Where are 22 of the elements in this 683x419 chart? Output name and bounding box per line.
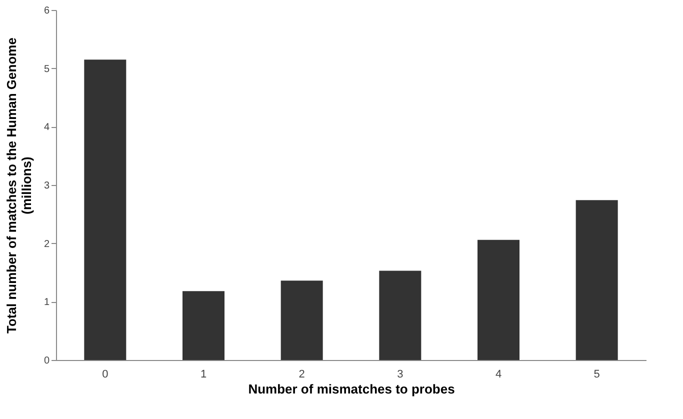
x-tick-label: 2 xyxy=(298,368,305,380)
y-tick-label: 0 xyxy=(44,356,50,366)
x-tick-label: 4 xyxy=(495,368,502,380)
x-tick-label: 5 xyxy=(594,368,600,380)
text: Total number of matches to the Human Genome xyxy=(4,38,19,334)
bar xyxy=(478,240,520,360)
x-tick-label: 1 xyxy=(200,368,207,380)
x-tick-label: 0 xyxy=(102,368,108,380)
y-tick-label: 5 xyxy=(44,64,50,75)
y-tick-label: 1 xyxy=(44,297,50,308)
x-axis-title: Number of mismatches to probes xyxy=(248,382,455,396)
text: (millions) xyxy=(18,156,34,214)
x-tick-label: 3 xyxy=(397,368,404,380)
bar xyxy=(576,200,618,360)
bar xyxy=(379,270,422,360)
y-tick-label: 4 xyxy=(44,122,50,134)
y-tick-label: 6 xyxy=(44,6,50,16)
y-tick-label: 3 xyxy=(44,180,50,192)
bar xyxy=(182,291,224,360)
bar xyxy=(84,60,126,360)
y-tick-label: 2 xyxy=(44,238,50,250)
bar xyxy=(280,280,323,360)
